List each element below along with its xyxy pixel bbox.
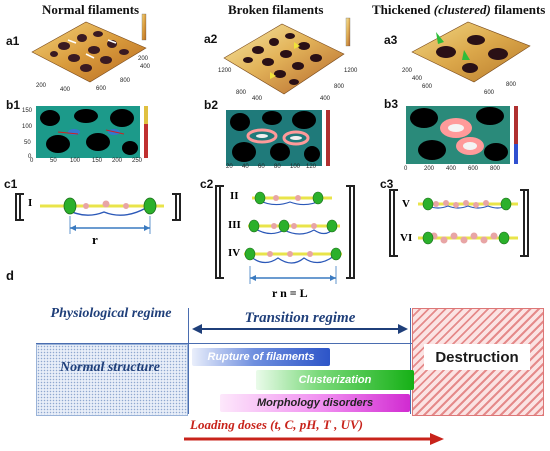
physiological-regime-label: Physiological regime — [50, 306, 172, 321]
heatmap-b2 — [226, 110, 330, 166]
label-b2: b2 — [204, 98, 219, 112]
schema-c1-dim-r: r — [92, 232, 98, 247]
afm-a2-tick: 800 — [236, 90, 247, 96]
heatmap-b2-xtick: 60 — [258, 164, 265, 170]
afm-image-a2 — [223, 17, 351, 95]
afm-a2-tick: 400 — [252, 96, 263, 102]
afm-a2-tick: 400 — [320, 96, 331, 102]
title-normal-filaments: Normal filaments — [42, 2, 140, 17]
heatmap-b2-xtick: 120 — [306, 164, 317, 170]
schema-c2-label-iv: IV — [228, 247, 241, 259]
title-thickened-suffix: filaments — [494, 2, 546, 17]
heatmap-b1-ytick: 50 — [24, 140, 31, 146]
schema-c1 — [15, 193, 181, 234]
label-b1: b1 — [6, 98, 21, 112]
title-broken-filaments: Broken filaments — [228, 2, 324, 17]
schema-c3-label-v: V — [402, 198, 410, 210]
schema-c2-label-iii: III — [228, 219, 241, 231]
heatmap-b3 — [406, 106, 518, 164]
heatmap-b1-xtick: 100 — [70, 158, 81, 164]
heatmap-b3-xtick: 800 — [490, 166, 501, 172]
label-c1: c1 — [4, 177, 18, 191]
afm-a1-tick: 400 — [60, 87, 71, 93]
process-clusterization: Clusterization — [256, 370, 414, 390]
afm-a3-tick: 600 — [484, 90, 495, 96]
label-a2: a2 — [204, 32, 218, 46]
transition-double-arrow — [192, 324, 408, 334]
regime-divider-right — [410, 308, 411, 414]
afm-a3-tick: 600 — [422, 84, 433, 90]
label-c2: c2 — [200, 177, 214, 191]
loading-arrow — [184, 433, 444, 445]
heatmap-b3-xtick: 400 — [446, 166, 457, 172]
afm-a1-tick: 200 — [138, 56, 149, 62]
afm-a2-tick: 1200 — [218, 68, 232, 74]
afm-a3-tick: 400 — [412, 76, 423, 82]
loading-doses-label: Loading doses (t, C, pH, T , UV) — [190, 417, 363, 432]
schema-c3-label-vi: VI — [400, 232, 413, 244]
title-thickened-filaments: Thickened (clustered) filaments — [372, 2, 545, 18]
heatmap-b1-xtick: 150 — [92, 158, 103, 164]
regime-separator — [36, 343, 412, 344]
schema-c1-label-i: I — [28, 197, 33, 209]
afm-a3-tick: 800 — [506, 82, 517, 88]
heatmap-b1-xtick: 50 — [50, 158, 57, 164]
title-thickened-italic: (clustered) — [433, 2, 491, 17]
schema-c3 — [389, 189, 529, 257]
destruction-label-box: Destruction — [424, 344, 530, 370]
heatmap-b1-ytick: 0 — [28, 154, 32, 160]
transition-regime-label: Transition regime — [244, 310, 356, 326]
heatmap-b1-xtick: 200 — [112, 158, 123, 164]
afm-a1-tick: 600 — [96, 86, 107, 92]
label-d: d — [6, 268, 14, 283]
afm-a1-tick: 200 — [36, 83, 47, 89]
heatmap-b1-xtick: 250 — [132, 158, 143, 164]
label-a1: a1 — [6, 34, 20, 48]
heatmap-b1-ytick: 100 — [22, 124, 33, 130]
heatmap-b3-xtick: 600 — [468, 166, 479, 172]
title-thickened-prefix: Thickened — [372, 2, 431, 17]
label-b3: b3 — [384, 97, 399, 111]
heatmap-b1-ytick: 150 — [22, 108, 33, 114]
schema-c2-dim: r n = L — [272, 286, 308, 300]
heatmap-b2-xtick: 40 — [242, 164, 249, 170]
heatmap-b2-xtick: 80 — [274, 164, 281, 170]
process-rupture: Rupture of filaments — [192, 348, 330, 366]
afm-image-a3 — [411, 21, 531, 83]
afm-a2-tick: 1200 — [344, 68, 358, 74]
label-c3: c3 — [380, 177, 394, 191]
schema-c2 — [215, 185, 355, 284]
afm-a2-tick: 800 — [334, 84, 345, 90]
afm-image-a1 — [31, 13, 147, 83]
schema-c2-label-ii: II — [230, 190, 239, 202]
process-morphology: Morphology disorders — [220, 394, 410, 412]
heatmap-b2-xtick: 20 — [226, 164, 233, 170]
heatmap-b1-xtick: 0 — [30, 158, 34, 164]
afm-a1-tick: 400 — [140, 64, 151, 70]
heatmap-b3-xtick: 200 — [424, 166, 435, 172]
afm-a3-tick: 200 — [402, 68, 413, 74]
heatmap-b1 — [36, 106, 148, 158]
destruction-label: Destruction — [435, 348, 519, 366]
afm-a1-tick: 800 — [120, 78, 131, 84]
label-a3: a3 — [384, 33, 398, 47]
heatmap-b3-xtick: 0 — [404, 166, 408, 172]
regime-divider-left — [188, 308, 189, 414]
heatmap-b2-xtick: 100 — [290, 164, 301, 170]
normal-structure-label: Normal structure — [60, 360, 160, 375]
normal-structure-region — [36, 344, 188, 416]
